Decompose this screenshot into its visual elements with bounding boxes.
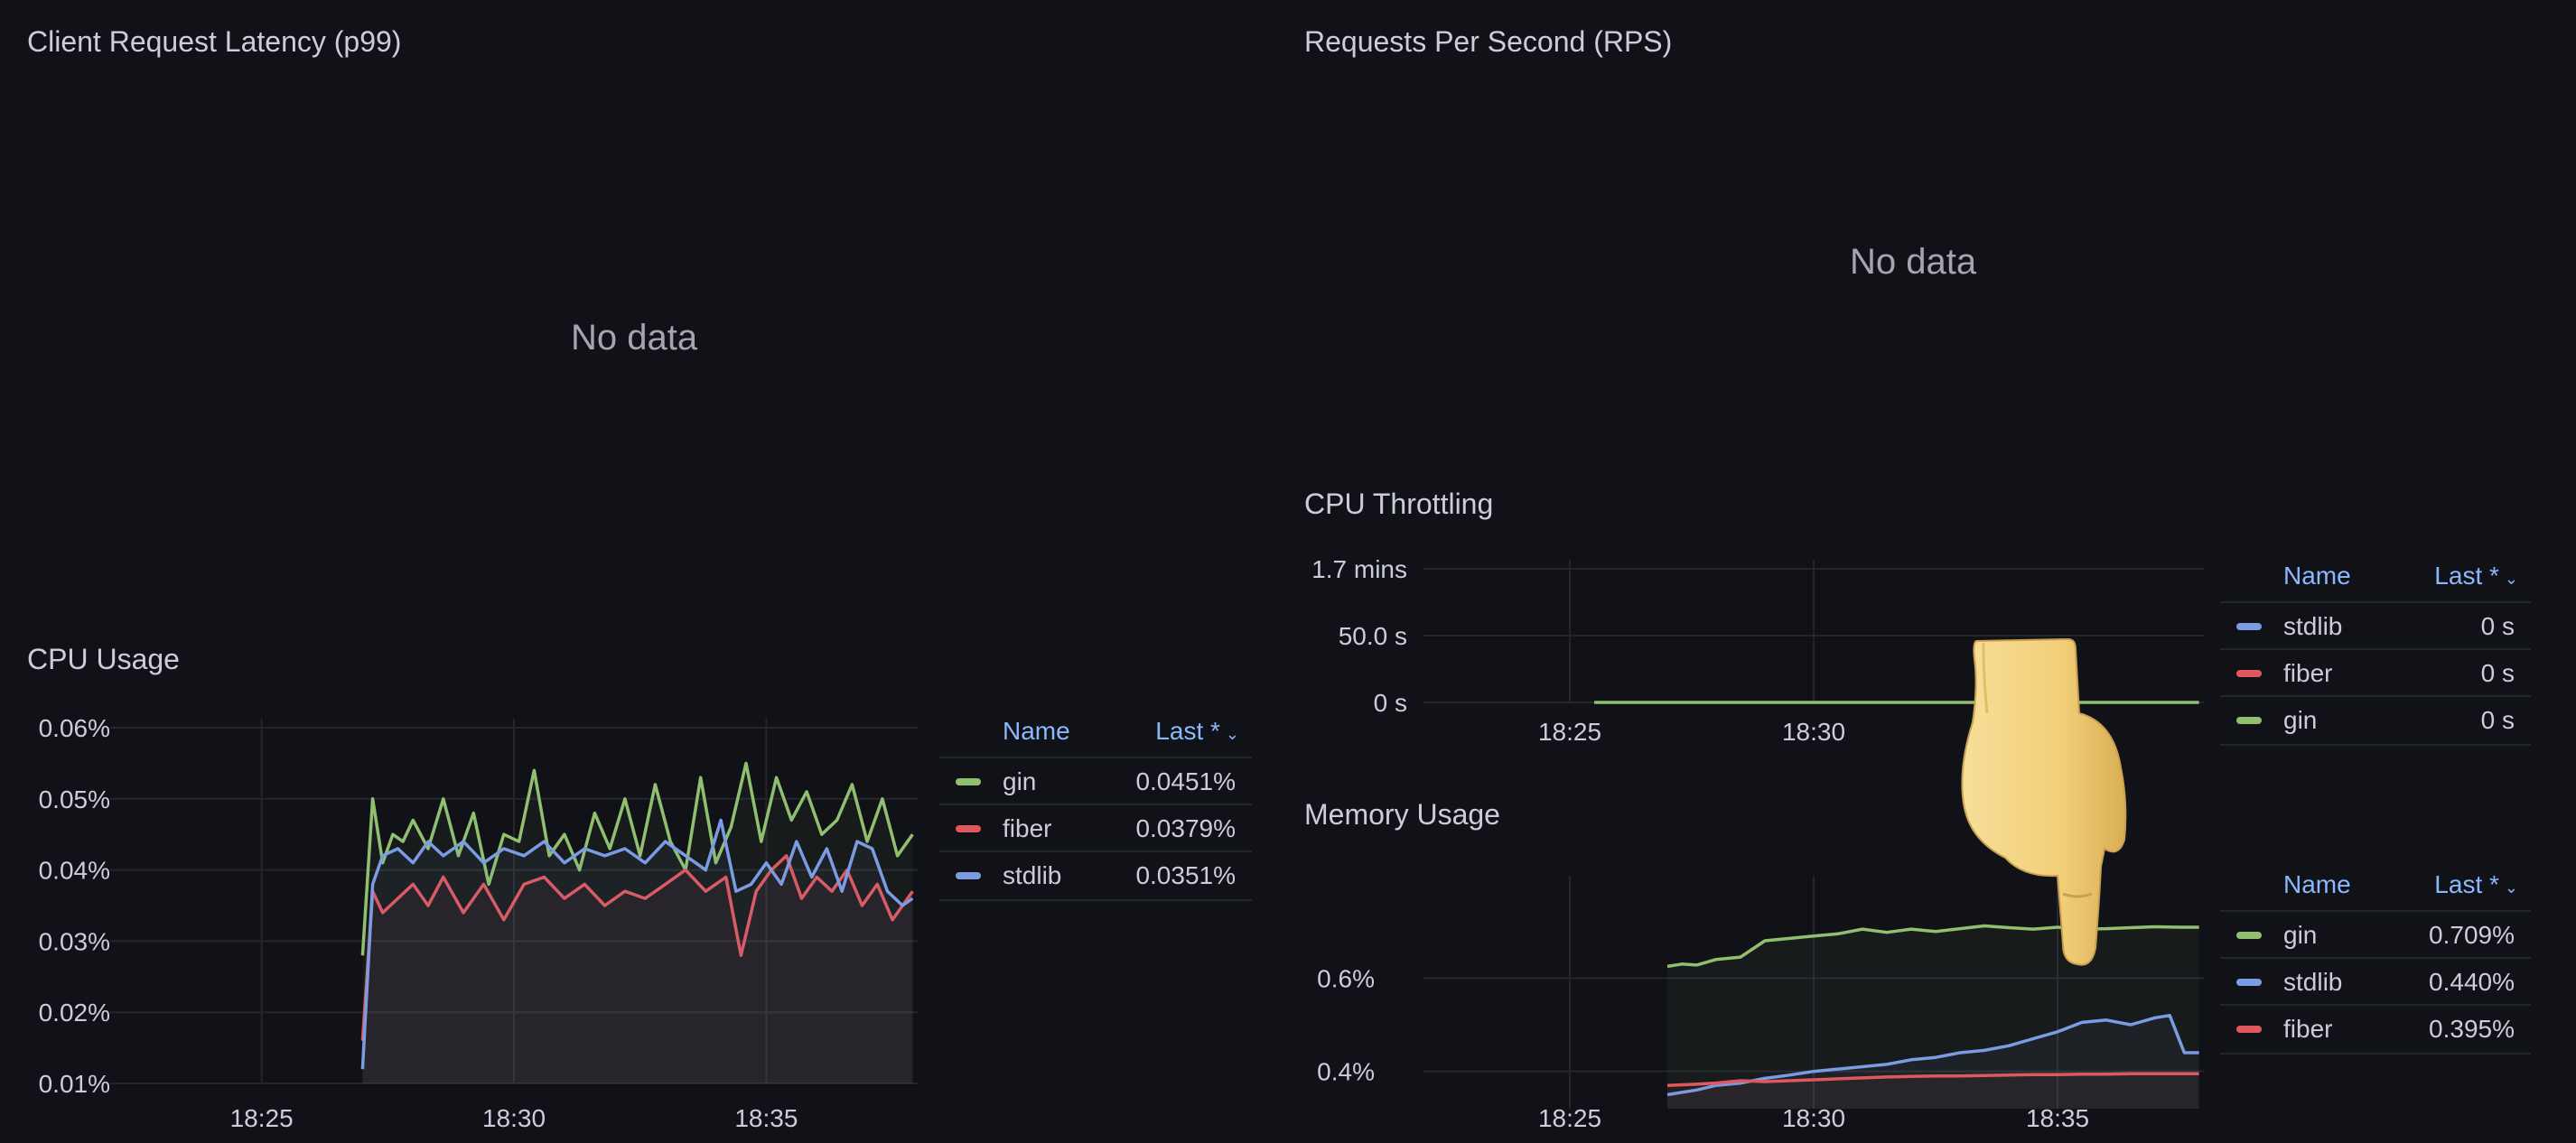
pointing-hand-icon [1961, 637, 2127, 966]
legend-name-header[interactable]: Name [2283, 562, 2351, 590]
y-tick-label: 0.02% [39, 999, 110, 1027]
series-swatch [2236, 1026, 2262, 1033]
cpu-throttling-panel: CPU Throttling [1292, 469, 2574, 767]
legend-row-stdlib[interactable]: stdlib 0.440% [2220, 957, 2531, 1006]
series-swatch [2236, 717, 2262, 724]
memory-usage-panel: Memory Usage [1292, 776, 2574, 1143]
cpu-usage-chart: 0.06% 0.05% 0.04% 0.03% 0.02% 0.01% 18:25 18:30… [39, 714, 918, 1132]
legend-series-name: fiber [1003, 814, 1052, 842]
legend-series-name: gin [1003, 767, 1037, 795]
y-tick-label: 1.7 mins [1311, 555, 1407, 583]
x-tick-label: 18:30 [1782, 1104, 1845, 1132]
series-swatch [2236, 623, 2262, 630]
legend-name-header[interactable]: Name [2283, 870, 2351, 898]
legend-header: Name Last * ⌄ [2220, 553, 2531, 599]
series-line-stdlib[interactable] [1666, 1013, 2199, 1097]
memory-usage-legend: Name Last * ⌄ gin 0.709% stdlib 0.440% fi… [2220, 861, 2531, 1055]
cpu-throttling-legend: Name Last * ⌄ stdlib 0 s fiber 0 s gin 0 … [2220, 553, 2531, 746]
y-tick-label: 0 s [1374, 689, 1407, 717]
legend-row-stdlib[interactable]: stdlib 0 s [2220, 601, 2531, 650]
cpu-usage-title[interactable]: CPU Usage [27, 643, 180, 675]
series-line-gin[interactable] [360, 761, 914, 956]
legend-series-value: 0.0451% [1135, 767, 1236, 795]
legend-series-name: stdlib [2283, 612, 2343, 640]
legend-series-value: 0 s [2480, 706, 2515, 734]
legend-header: Name Last * ⌄ [2220, 861, 2531, 908]
y-tick-label: 0.04% [39, 857, 110, 885]
legend-series-value: 0.709% [2429, 921, 2515, 949]
legend-series-name: gin [2283, 921, 2318, 949]
legend-series-value: 0 s [2480, 612, 2515, 640]
series-swatch [956, 825, 981, 832]
cpu-usage-legend: Name Last * ⌄ gin 0.0451% fiber 0.0379% s… [939, 708, 1252, 901]
series-area-stdlib [1667, 1015, 2199, 1109]
latency-title[interactable]: Client Request Latency (p99) [27, 25, 402, 58]
legend-header: Name Last * ⌄ [939, 708, 1252, 755]
legend-series-value: 0.440% [2429, 968, 2515, 996]
legend-row-gin[interactable]: gin 0.0451% [939, 757, 1252, 805]
x-tick-label: 18:30 [1782, 718, 1845, 746]
chevron-down-icon: ⌄ [1225, 725, 1239, 743]
legend-series-value: 0.0351% [1135, 861, 1236, 889]
legend-series-name: gin [2283, 706, 2318, 734]
x-tick-label: 18:35 [2026, 1104, 2089, 1132]
series-area-gin [362, 763, 913, 1083]
chevron-down-icon: ⌄ [2504, 878, 2518, 897]
y-tick-label: 50.0 s [1339, 622, 1407, 650]
series-swatch [2236, 670, 2262, 677]
y-tick-label: 0.05% [39, 785, 110, 813]
latency-panel: Client Request Latency (p99) No data [0, 0, 1265, 623]
legend-row-fiber[interactable]: fiber 0.395% [2220, 1004, 2531, 1055]
x-tick-label: 18:25 [1538, 1104, 1601, 1132]
legend-series-value: 0.395% [2429, 1015, 2515, 1043]
legend-last-header[interactable]: Last * ⌄ [2434, 562, 2518, 590]
y-tick-label: 0.4% [1317, 1058, 1375, 1086]
cpu-throttling-title[interactable]: CPU Throttling [1304, 488, 1494, 520]
legend-row-gin[interactable]: gin 0 s [2220, 695, 2531, 746]
rps-panel: Requests Per Second (RPS) No data [1292, 0, 2574, 469]
series-area-gin [1667, 925, 2199, 1109]
legend-series-name: stdlib [1003, 861, 1062, 889]
legend-series-name: fiber [2283, 1015, 2333, 1043]
series-swatch [2236, 979, 2262, 986]
legend-name-header[interactable]: Name [1003, 717, 1070, 745]
legend-series-name: stdlib [2283, 968, 2343, 996]
series-swatch [956, 872, 981, 879]
y-tick-label: 0.06% [39, 714, 110, 742]
series-line-gin[interactable] [1666, 924, 2199, 969]
legend-series-name: fiber [2283, 659, 2333, 687]
legend-series-value: 0 s [2480, 659, 2515, 687]
legend-row-fiber[interactable]: fiber 0.0379% [939, 804, 1252, 852]
series-swatch [956, 778, 981, 785]
rps-no-data: No data [1850, 242, 1977, 282]
y-tick-label: 0.01% [39, 1070, 110, 1098]
x-tick-label: 18:25 [230, 1104, 294, 1132]
chevron-down-icon: ⌄ [2504, 570, 2518, 588]
x-tick-label: 18:30 [482, 1104, 546, 1132]
legend-row-stdlib[interactable]: stdlib 0.0351% [939, 850, 1252, 901]
cpu-usage-panel: CPU Usage [0, 632, 1265, 1143]
legend-last-header[interactable]: Last * ⌄ [1155, 717, 1239, 745]
legend-row-gin[interactable]: gin 0.709% [2220, 910, 2531, 959]
latency-no-data: No data [571, 318, 698, 358]
series-area-stdlib [362, 820, 913, 1083]
rps-title[interactable]: Requests Per Second (RPS) [1304, 25, 1673, 58]
series-area-fiber [1667, 1073, 2199, 1109]
series-line-fiber[interactable] [1666, 1072, 2199, 1087]
series-line-stdlib[interactable] [360, 818, 914, 1070]
series-swatch [2236, 932, 2262, 939]
y-tick-label: 0.03% [39, 927, 110, 955]
memory-usage-title[interactable]: Memory Usage [1304, 798, 1500, 831]
y-tick-label: 0.6% [1317, 964, 1375, 992]
x-tick-label: 18:35 [734, 1104, 798, 1132]
series-area-fiber [362, 855, 913, 1083]
series-line-fiber[interactable] [360, 854, 914, 1041]
legend-last-header[interactable]: Last * ⌄ [2434, 870, 2518, 898]
legend-series-value: 0.0379% [1135, 814, 1236, 842]
x-tick-label: 18:25 [1538, 718, 1601, 746]
legend-row-fiber[interactable]: fiber 0 s [2220, 648, 2531, 697]
